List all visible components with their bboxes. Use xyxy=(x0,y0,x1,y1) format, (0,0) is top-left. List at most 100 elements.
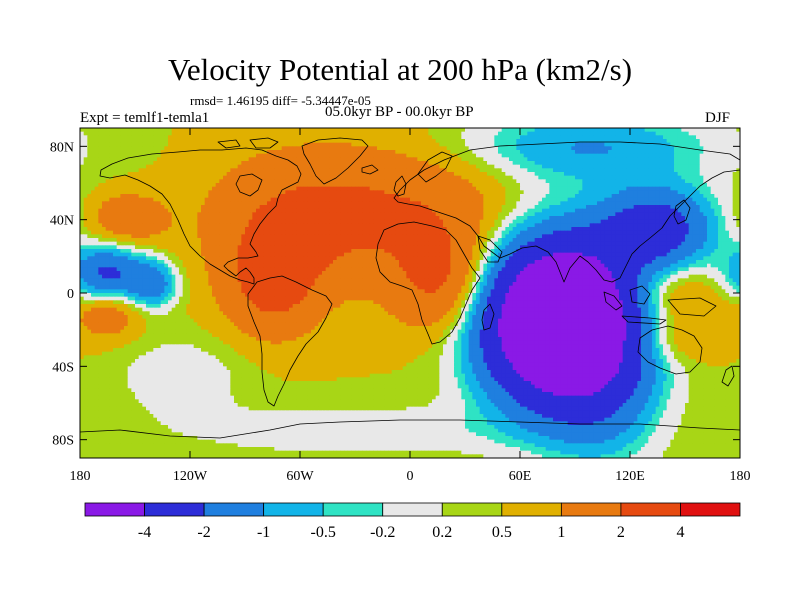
field-cell xyxy=(303,146,308,151)
field-cell xyxy=(721,146,726,151)
field-cell xyxy=(259,216,264,221)
field-cell xyxy=(325,197,330,202)
field-cell xyxy=(545,172,550,177)
field-cell xyxy=(113,175,118,180)
field-cell xyxy=(355,212,360,217)
field-cell xyxy=(369,212,374,217)
field-cell xyxy=(135,227,140,232)
field-cell xyxy=(336,128,341,133)
field-cell xyxy=(534,227,539,232)
field-cell xyxy=(245,186,250,191)
field-cell xyxy=(307,135,312,140)
field-cell xyxy=(300,212,305,217)
field-cell xyxy=(186,175,191,180)
field-cell xyxy=(531,208,536,213)
field-cell xyxy=(175,179,180,184)
field-cell xyxy=(553,219,558,224)
field-cell xyxy=(490,197,495,202)
field-cell xyxy=(263,131,268,136)
field-cell xyxy=(406,197,411,202)
field-cell xyxy=(432,212,437,217)
field-cell xyxy=(736,212,740,217)
field-cell xyxy=(336,150,341,155)
field-cell xyxy=(212,179,217,184)
field-cell xyxy=(439,161,444,166)
field-cell xyxy=(263,175,268,180)
field-cell xyxy=(98,179,103,184)
field-cell xyxy=(127,219,132,224)
field-cell xyxy=(622,208,627,213)
field-cell xyxy=(468,146,473,151)
field-cell xyxy=(721,175,726,180)
field-cell xyxy=(472,146,477,151)
field-cell xyxy=(91,172,96,177)
field-cell xyxy=(608,131,613,136)
field-cell xyxy=(428,197,433,202)
field-cell xyxy=(692,186,697,191)
field-cell xyxy=(729,157,734,162)
field-cell xyxy=(98,197,103,202)
field-cell xyxy=(527,208,532,213)
field-cell xyxy=(644,139,649,144)
field-cell xyxy=(553,157,558,162)
field-cell xyxy=(160,175,165,180)
field-cell xyxy=(630,205,635,210)
field-cell xyxy=(714,216,719,221)
field-cell xyxy=(248,216,253,221)
field-cell xyxy=(494,219,499,224)
field-cell xyxy=(215,172,220,177)
field-cell xyxy=(212,150,217,155)
field-cell xyxy=(505,219,510,224)
field-cell xyxy=(157,223,162,228)
field-cell xyxy=(179,142,184,147)
field-cell xyxy=(677,164,682,169)
field-cell xyxy=(267,205,272,210)
field-cell xyxy=(553,168,558,173)
field-cell xyxy=(567,172,572,177)
field-cell xyxy=(604,157,609,162)
field-cell xyxy=(256,131,261,136)
field-cell xyxy=(248,227,253,232)
field-cell xyxy=(710,205,715,210)
field-cell xyxy=(314,212,319,217)
field-cell xyxy=(91,194,96,199)
field-cell xyxy=(314,128,319,133)
field-cell xyxy=(267,223,272,228)
field-cell xyxy=(362,216,367,221)
field-cell xyxy=(582,219,587,224)
field-cell xyxy=(714,223,719,228)
field-cell xyxy=(476,223,481,228)
field-cell xyxy=(226,208,231,213)
field-cell xyxy=(637,150,642,155)
field-cell xyxy=(468,190,473,195)
field-cell xyxy=(146,205,151,210)
field-cell xyxy=(586,139,591,144)
field-cell xyxy=(116,142,121,147)
field-cell xyxy=(212,223,217,228)
field-cell xyxy=(571,186,576,191)
field-cell xyxy=(366,150,371,155)
field-cell xyxy=(637,135,642,140)
field-cell xyxy=(384,183,389,188)
field-cell xyxy=(226,179,231,184)
field-cell xyxy=(501,190,506,195)
field-cell xyxy=(553,194,558,199)
field-cell xyxy=(567,219,572,224)
field-cell xyxy=(296,208,301,213)
field-cell xyxy=(237,142,242,147)
field-cell xyxy=(710,183,715,188)
field-cell xyxy=(377,142,382,147)
field-cell xyxy=(296,135,301,140)
field-cell xyxy=(241,186,246,191)
field-cell xyxy=(494,161,499,166)
field-cell xyxy=(303,223,308,228)
field-cell xyxy=(586,131,591,136)
field-cell xyxy=(487,131,492,136)
field-cell xyxy=(223,186,228,191)
field-cell xyxy=(450,142,455,147)
field-cell xyxy=(395,168,400,173)
field-cell xyxy=(542,183,547,188)
field-cell xyxy=(674,157,679,162)
field-cell xyxy=(505,164,510,169)
field-cell xyxy=(366,164,371,169)
